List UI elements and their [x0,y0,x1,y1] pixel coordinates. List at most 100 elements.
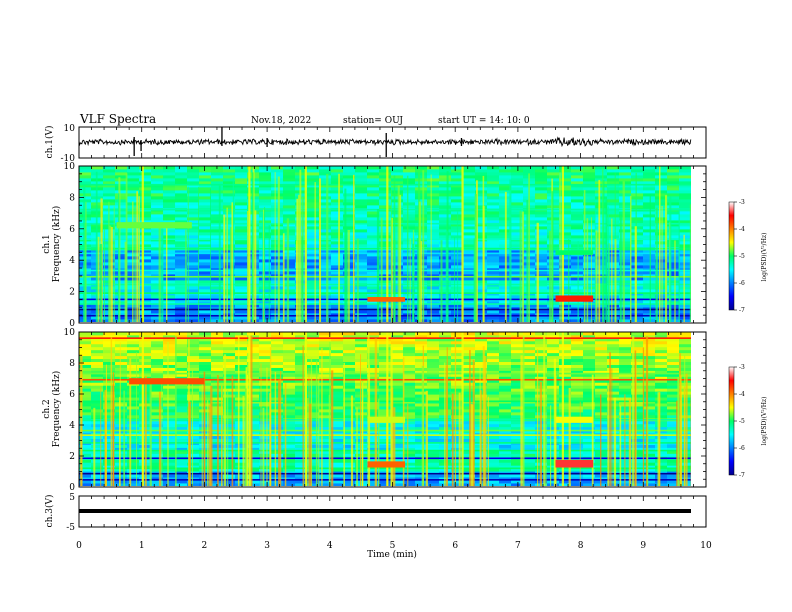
spectrogram-cell [307,376,320,380]
spectrogram-cell [223,474,236,478]
spectrogram-cell [487,178,500,182]
spectrogram-cell [235,429,248,434]
impulse-burst [326,173,329,322]
spectrogram-cell [319,190,332,194]
impulse-burst [296,198,299,322]
spectrogram-cell [679,169,691,173]
spectrogram-cell [259,426,272,431]
spectrogram-cell [403,211,416,215]
spectrogram-cell [559,277,572,281]
spectrogram-cell [595,262,608,266]
spectrogram-cell [487,235,500,239]
spectrogram-cell [235,268,248,272]
spectrogram-cell [367,211,380,215]
spectrogram-cell [307,462,320,466]
spectrogram-cell [403,409,416,413]
spectrogram-cell [451,444,464,448]
spectrogram-cell [187,414,200,419]
spectrogram-cell [463,202,476,206]
spectrogram-cell [223,259,236,263]
spectrogram-cell [271,310,284,314]
impulse-burst [185,229,187,322]
spectrogram-cell [91,385,104,389]
spectrogram-cell [667,229,680,233]
spectrogram-cell [571,429,584,434]
spectrogram-cell [427,271,440,275]
spectrogram-cell [115,229,128,233]
spectrogram-cell [331,277,344,281]
spectrogram-cell [535,274,548,278]
spectrogram-cell [223,217,236,221]
spectrogram-cell [319,388,332,392]
spectrogram-cell [487,184,500,188]
spectrogram-cell [283,184,296,188]
spectrogram-cell [259,429,272,434]
spectrogram-cell [403,444,416,448]
spectrogram-cell [223,214,236,218]
spectrogram-cell [187,217,200,221]
spectrogram-cell [547,432,560,437]
spectrogram-cell [559,223,572,227]
spectrogram-cell [487,468,500,472]
spectrogram-cell [367,477,380,481]
spectrogram-cell [163,190,176,194]
spectrogram-cell [403,423,416,428]
spectrogram-cell [283,280,296,284]
spectrogram-cell [679,316,691,320]
spectrogram-cell [79,178,92,182]
spectrogram-cell [379,187,392,191]
spectrogram-cell [79,175,92,179]
spectrogram-cell [379,190,392,194]
spectrogram-cell [427,462,440,466]
spectrogram-cell [331,220,344,224]
spectrogram-cell [223,403,236,407]
spectrogram-cell [103,382,116,386]
spectrogram-cell [583,426,596,431]
spectrogram-cell [235,286,248,290]
spectrogram-cell [415,388,428,392]
spectrogram-cell [655,313,668,317]
spectrogram-cell [571,307,584,311]
spectrogram-cell [631,447,644,451]
spectrogram-cell [451,178,464,182]
spectrogram-cell [163,474,176,478]
spectrogram-cell [283,253,296,257]
spectrogram-cell [607,447,620,451]
spectrogram-cell [595,190,608,194]
spectrogram-cell [427,301,440,305]
spectrogram-cell [343,382,356,386]
spectrogram-cell [403,471,416,475]
spectrogram-cell [439,265,452,269]
spectrogram-cell [223,397,236,401]
spectrogram-cell [583,256,596,260]
spectrogram-cell [271,483,284,486]
spectrogram-cell [439,202,452,206]
spectrogram-cell [79,403,92,407]
spectrogram-cell [115,453,128,457]
spectrogram-cell [319,241,332,245]
narrowband-line [79,208,691,211]
spectrogram-cell [619,199,632,203]
impulse-burst [277,176,280,322]
spectrogram-cell [91,429,104,434]
spectrogram-cell [79,474,92,478]
spectrogram-cell [619,280,632,284]
spectrogram-cell [259,459,272,463]
spectrogram-cell [343,474,356,478]
spectrogram-cell [379,256,392,260]
spectrogram-cell [631,403,644,407]
spectrogram-cell [679,307,691,311]
spectrogram-cell [187,474,200,478]
spectrogram-cell [643,220,656,224]
spectrogram-cell [127,187,140,191]
spectrogram-cell [535,175,548,179]
spectrogram-cell [307,196,320,200]
spectrogram-cell [223,175,236,179]
spectrogram-cell [163,468,176,472]
spectrogram-cell [247,462,260,466]
spectrogram-cell [187,391,200,395]
spectrogram-cell [451,474,464,478]
spectrogram-cell [655,414,668,419]
spectrogram-cell [235,379,248,383]
spectrogram-cell [211,304,224,308]
